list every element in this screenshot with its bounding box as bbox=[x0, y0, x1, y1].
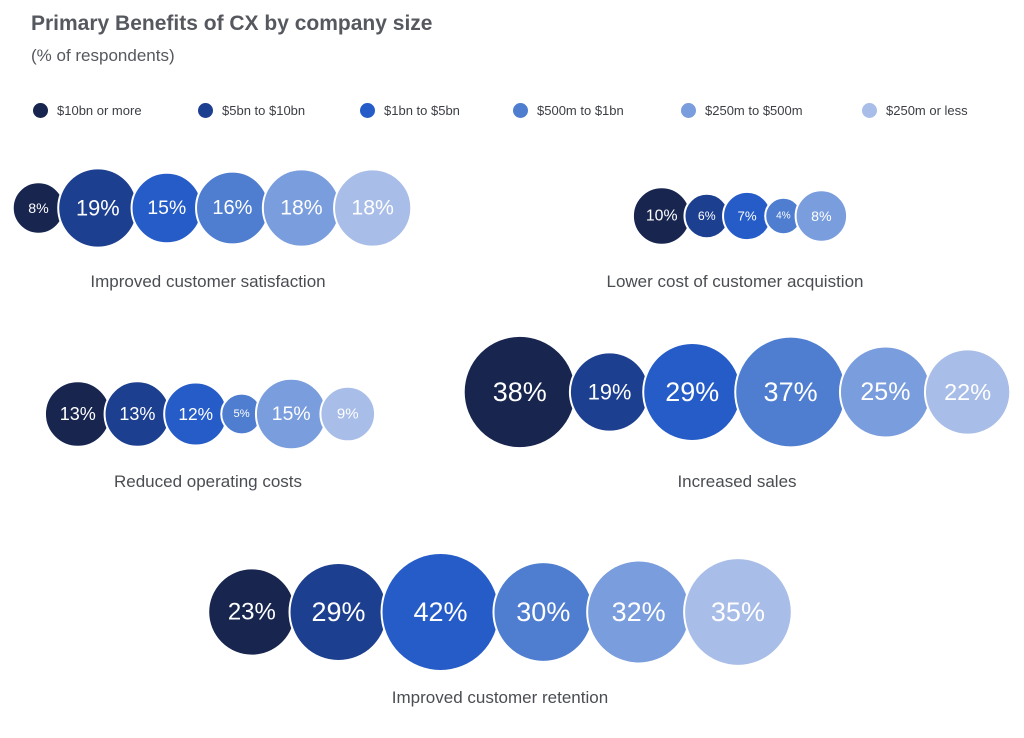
bubble-value-label: 32% bbox=[612, 597, 666, 627]
panel-group: 38% 19% 29% 37% 25% 22% Increased sales bbox=[462, 334, 1012, 491]
bubble-value-label: 4% bbox=[776, 211, 791, 222]
bubble-value-label: 13% bbox=[119, 404, 155, 424]
bubble-value-label: 42% bbox=[413, 597, 467, 627]
bubble-value-label: 22% bbox=[944, 379, 991, 405]
bubble-value-label: 8% bbox=[28, 200, 49, 216]
bubble bbox=[794, 189, 849, 243]
bubble-value-label: 15% bbox=[272, 403, 311, 425]
legend-item: $250m to $500m bbox=[681, 101, 803, 119]
bubble-value-label: 10% bbox=[646, 208, 678, 225]
legend-label: $500m to $1bn bbox=[537, 102, 624, 118]
panel-group: 10% 6% 7% 4% 8% Lower cost of customer acquis… bbox=[606, 186, 864, 291]
legend-item: $500m to $1bn bbox=[513, 101, 624, 119]
bubble-value-label: 19% bbox=[76, 196, 120, 221]
legend-label: $250m or less bbox=[886, 102, 968, 118]
bubble-value-label: 6% bbox=[698, 209, 716, 223]
legend-item: $5bn to $10bn bbox=[198, 101, 305, 119]
legend-item: $1bn to $5bn bbox=[360, 101, 460, 119]
panel-label: Reduced operating costs bbox=[114, 472, 302, 491]
bubble-value-label: 18% bbox=[351, 197, 394, 220]
chart-subtitle: (% of respondents) bbox=[31, 46, 175, 65]
panel-label: Increased sales bbox=[677, 472, 796, 491]
bubble-value-label: 5% bbox=[234, 408, 250, 420]
bubble-value-label: 30% bbox=[516, 597, 570, 627]
legend-label: $1bn to $5bn bbox=[384, 102, 460, 118]
panel-group: 8% 19% 15% 16% 18% 18% Improved customer satis… bbox=[11, 167, 413, 291]
legend-swatch bbox=[360, 102, 375, 118]
bubble bbox=[683, 557, 793, 667]
bubble-value-label: 29% bbox=[312, 597, 366, 627]
legend-label: $250m to $500m bbox=[705, 102, 803, 118]
bubble-value-label: 18% bbox=[280, 197, 323, 220]
bubble-value-label: 12% bbox=[178, 404, 213, 424]
bubble-value-label: 8% bbox=[811, 208, 832, 224]
bubble bbox=[333, 168, 413, 248]
bubble-value-label: 13% bbox=[60, 404, 96, 424]
bubble bbox=[923, 348, 1012, 436]
legend-swatch bbox=[198, 102, 213, 118]
bubble-value-label: 29% bbox=[665, 377, 719, 407]
panel-label: Lower cost of customer acquistion bbox=[606, 272, 863, 291]
bubble-value-label: 19% bbox=[588, 380, 632, 405]
bubble-value-label: 15% bbox=[147, 197, 186, 219]
legend-swatch bbox=[862, 102, 877, 118]
bubble-value-label: 37% bbox=[764, 377, 818, 407]
bubble-value-label: 16% bbox=[212, 197, 252, 219]
legend-item: $10bn or more bbox=[33, 101, 142, 119]
panel-group: 23% 29% 42% 30% 32% 35% Improved customer rete… bbox=[207, 552, 793, 707]
legend-label: $10bn or more bbox=[57, 102, 142, 118]
chart-title: Primary Benefits of CX by company size bbox=[31, 12, 433, 35]
bubble bbox=[319, 385, 377, 443]
bubble-value-label: 38% bbox=[493, 377, 547, 407]
panel-label: Improved customer satisfaction bbox=[90, 272, 325, 291]
panel-group: 13% 13% 12% 5% 15% 9% Reduced operating costs bbox=[43, 377, 377, 491]
bubble-value-label: 25% bbox=[860, 378, 910, 406]
legend-label: $5bn to $10bn bbox=[222, 102, 306, 118]
bubble-value-label: 35% bbox=[711, 597, 765, 627]
bubble-value-label: 23% bbox=[228, 599, 276, 626]
legend-item: $250m or less bbox=[862, 101, 968, 119]
panel-label: Improved customer retention bbox=[392, 688, 608, 707]
legend-swatch bbox=[681, 102, 696, 118]
bubble-value-label: 7% bbox=[738, 209, 757, 224]
legend-swatch bbox=[513, 102, 528, 118]
legend-swatch bbox=[33, 102, 48, 118]
bubble-value-label: 9% bbox=[337, 406, 359, 423]
